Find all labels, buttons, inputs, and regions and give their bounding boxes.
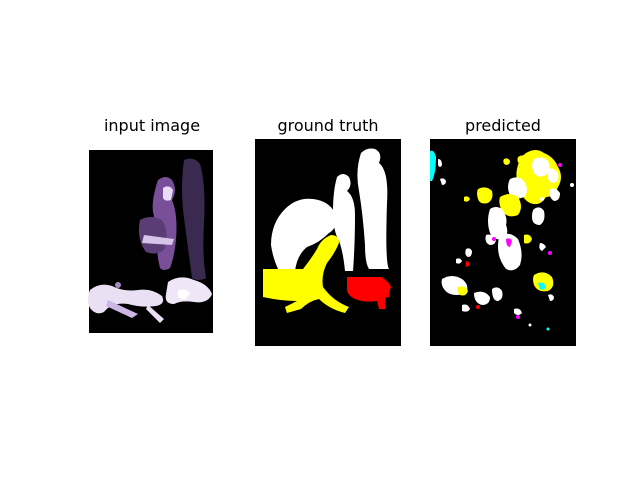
predicted-title: predicted [465, 116, 541, 135]
predicted-panel [430, 139, 576, 346]
predicted-mask [430, 139, 576, 346]
input-photo [88, 140, 214, 334]
ground-truth-panel [255, 139, 401, 346]
input-image-title: input image [103, 116, 201, 135]
ground-truth-mask [255, 139, 401, 346]
ground-truth-title: ground truth [277, 116, 379, 135]
input-image-panel [88, 140, 214, 334]
